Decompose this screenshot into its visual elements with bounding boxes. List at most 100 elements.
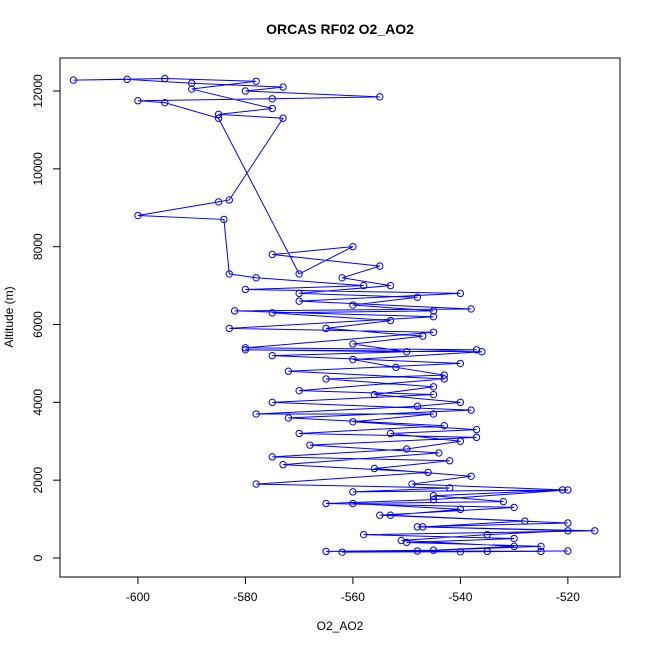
point	[413, 547, 422, 555]
point	[521, 517, 529, 525]
point	[322, 499, 330, 508]
point	[295, 386, 303, 395]
point	[268, 398, 276, 407]
point	[69, 76, 78, 84]
point	[349, 488, 357, 496]
point	[483, 547, 491, 556]
point	[402, 348, 411, 356]
point	[564, 486, 572, 494]
point	[268, 351, 276, 360]
point	[295, 429, 303, 438]
point	[225, 270, 233, 278]
point	[295, 270, 303, 278]
point	[268, 250, 276, 259]
point	[241, 87, 250, 95]
y-tick-label: 12000	[31, 74, 45, 108]
point	[429, 546, 438, 554]
chart-title: ORCAS RF02 O2_AO2	[266, 21, 414, 37]
point	[268, 104, 276, 113]
point	[472, 433, 481, 442]
x-tick-label: -580	[233, 590, 257, 604]
point	[241, 346, 250, 354]
point	[322, 547, 330, 556]
point	[214, 114, 223, 122]
point	[349, 340, 357, 348]
x-tick-label: -520	[556, 590, 580, 604]
point	[214, 198, 223, 206]
point	[214, 110, 223, 119]
point	[440, 375, 448, 383]
point	[429, 495, 438, 504]
point	[413, 523, 422, 531]
point	[472, 425, 481, 434]
point	[268, 309, 276, 317]
point	[370, 464, 379, 473]
point	[429, 313, 438, 321]
point	[161, 74, 169, 83]
point	[402, 445, 411, 453]
point	[225, 324, 233, 333]
point	[445, 484, 454, 492]
point	[349, 418, 357, 426]
point	[413, 293, 422, 301]
point	[322, 375, 330, 383]
point	[408, 480, 416, 488]
point	[564, 547, 572, 555]
point	[429, 390, 438, 399]
point	[349, 355, 357, 364]
point	[510, 534, 518, 543]
point	[429, 410, 438, 418]
y-axis-label: Altitude (m)	[2, 286, 16, 347]
point	[349, 499, 357, 508]
point	[134, 97, 142, 105]
point	[456, 548, 465, 556]
point	[230, 307, 239, 315]
point	[429, 492, 438, 500]
point	[467, 305, 475, 313]
point	[220, 215, 228, 224]
point	[445, 457, 454, 465]
point	[322, 324, 330, 333]
point	[392, 363, 400, 372]
point	[338, 548, 346, 556]
point	[187, 79, 196, 87]
x-tick-label: -560	[341, 590, 365, 604]
point	[123, 75, 131, 84]
point	[252, 410, 260, 418]
point	[456, 359, 465, 368]
point	[349, 242, 357, 251]
point	[510, 503, 518, 512]
point	[279, 83, 287, 91]
point	[295, 289, 303, 298]
point	[252, 274, 260, 282]
point	[467, 406, 475, 414]
point	[349, 301, 357, 309]
x-tick-label: -600	[126, 590, 150, 604]
y-tick-label: 0	[31, 554, 45, 561]
point	[376, 93, 384, 101]
point	[284, 414, 293, 422]
point	[440, 371, 448, 379]
point	[440, 421, 448, 430]
point	[429, 383, 438, 391]
point	[402, 538, 411, 547]
point	[429, 307, 438, 315]
point	[456, 289, 465, 298]
point	[268, 95, 276, 103]
point	[279, 460, 287, 469]
point	[284, 367, 293, 375]
point	[456, 437, 465, 445]
y-tick-label: 10000	[31, 152, 45, 186]
point	[456, 398, 465, 407]
y-tick-label: 4000	[31, 389, 45, 416]
point	[376, 262, 384, 270]
point	[419, 523, 427, 531]
point	[510, 542, 518, 551]
point	[558, 486, 567, 494]
point	[252, 77, 260, 85]
point	[386, 429, 395, 438]
point	[241, 344, 250, 352]
point	[268, 453, 276, 461]
point	[429, 328, 438, 336]
